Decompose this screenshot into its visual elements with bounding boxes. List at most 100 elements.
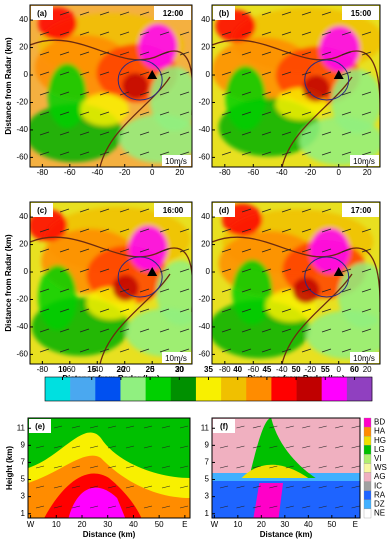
wind-vector	[221, 91, 232, 96]
wind-vector	[281, 51, 292, 56]
wind-vector	[53, 465, 63, 469]
scale-label: 10m/s	[353, 157, 375, 166]
x-tick-label: 0	[150, 168, 155, 177]
legend-label: DZ	[374, 499, 385, 508]
wind-vector	[59, 288, 70, 293]
legend-swatch	[363, 508, 372, 519]
wind-vector	[301, 208, 312, 213]
contour	[281, 273, 353, 364]
wind-vector	[79, 111, 90, 116]
frame	[211, 4, 381, 168]
x-tick-label: 10	[52, 520, 61, 529]
wind-vector	[301, 11, 312, 16]
wind-vector	[119, 111, 130, 116]
echo	[128, 225, 168, 271]
wind-vector	[341, 348, 352, 353]
panel-label: (f)	[220, 422, 228, 431]
wind-vector	[241, 31, 252, 36]
wind-vector	[79, 11, 90, 16]
echo	[47, 63, 87, 129]
wind-vector	[281, 151, 292, 156]
wind-vector	[241, 51, 252, 56]
x-tick-label: 20	[78, 520, 87, 529]
x-tick-label: -80	[37, 168, 49, 177]
wind-vector	[59, 151, 70, 156]
y-tick-label: -40	[198, 125, 210, 134]
wind-vector	[125, 505, 135, 509]
wind-vector	[341, 328, 352, 333]
wind-vector	[261, 111, 272, 116]
wind-vector	[79, 91, 90, 96]
x-tick-label: 20	[363, 168, 372, 177]
wind-vector	[361, 71, 372, 76]
wind-vector	[301, 308, 312, 313]
time-bg	[154, 6, 191, 20]
x-tick-label: 30	[103, 520, 112, 529]
wind-vector	[179, 31, 190, 36]
echo	[319, 26, 360, 72]
wind-vector	[351, 465, 360, 469]
wind-vector	[143, 505, 153, 509]
wind-vector	[99, 348, 110, 353]
echo	[122, 73, 149, 99]
wind-vector	[119, 131, 130, 136]
wind-vector	[321, 111, 332, 116]
y-tick-label: 0	[206, 267, 211, 276]
wind-vector	[241, 328, 252, 333]
wind-vector	[143, 465, 153, 469]
wind-vector	[321, 248, 332, 253]
wind-vector	[99, 71, 110, 76]
wind-vector	[179, 445, 189, 449]
wind-vector	[71, 485, 81, 489]
colorbar-swatch	[346, 377, 373, 401]
wind-vector	[281, 268, 292, 273]
contour	[30, 236, 192, 312]
wind-vector	[119, 348, 130, 353]
wind-vector	[285, 465, 294, 469]
wind-vector	[281, 308, 292, 313]
y-tick-label: 1	[21, 509, 26, 518]
x-tick-label: 20	[363, 365, 372, 374]
contour	[212, 39, 380, 115]
wind-vector	[39, 348, 50, 353]
wind-vector	[179, 485, 189, 489]
wind-vector	[107, 485, 117, 489]
y-tick-label: -60	[16, 152, 28, 161]
wind-vector	[221, 308, 232, 313]
contour	[212, 236, 380, 312]
wind-vector	[281, 131, 292, 136]
wind-vector	[261, 91, 272, 96]
wind-vector	[53, 445, 63, 449]
y-tick-label: 0	[24, 267, 29, 276]
y-tick-label: 40	[19, 212, 28, 221]
label-bg	[213, 419, 235, 433]
wind-vector	[139, 131, 150, 136]
y-tick-label: 20	[201, 240, 210, 249]
wind-vector	[221, 151, 232, 156]
wind-vector	[59, 11, 70, 16]
wind-vector	[59, 111, 70, 116]
wind-vector	[335, 425, 344, 429]
wind-vector	[107, 425, 117, 429]
x-tick-label: -20	[119, 365, 131, 374]
wind-vector	[351, 505, 360, 509]
wind-vector	[221, 111, 232, 116]
y-tick-label: -40	[16, 322, 28, 331]
wind-vector	[59, 91, 70, 96]
legend-label: BD	[374, 418, 385, 427]
wind-vector	[99, 288, 110, 293]
wind-vector	[285, 485, 294, 489]
wind-vector	[261, 71, 272, 76]
colorbar-tick-label: 25	[146, 365, 155, 374]
y-tick-label: 40	[19, 15, 28, 24]
x-tick-label: 40	[304, 520, 313, 529]
wind-vector	[281, 328, 292, 333]
wind-vector	[261, 208, 272, 213]
wind-vector	[179, 91, 190, 96]
wind-vector	[318, 465, 327, 469]
wind-vector	[252, 485, 261, 489]
y-tick-label: 3	[21, 492, 26, 501]
wind-vector	[161, 465, 171, 469]
wind-vector	[99, 11, 110, 16]
wind-vector	[59, 268, 70, 273]
